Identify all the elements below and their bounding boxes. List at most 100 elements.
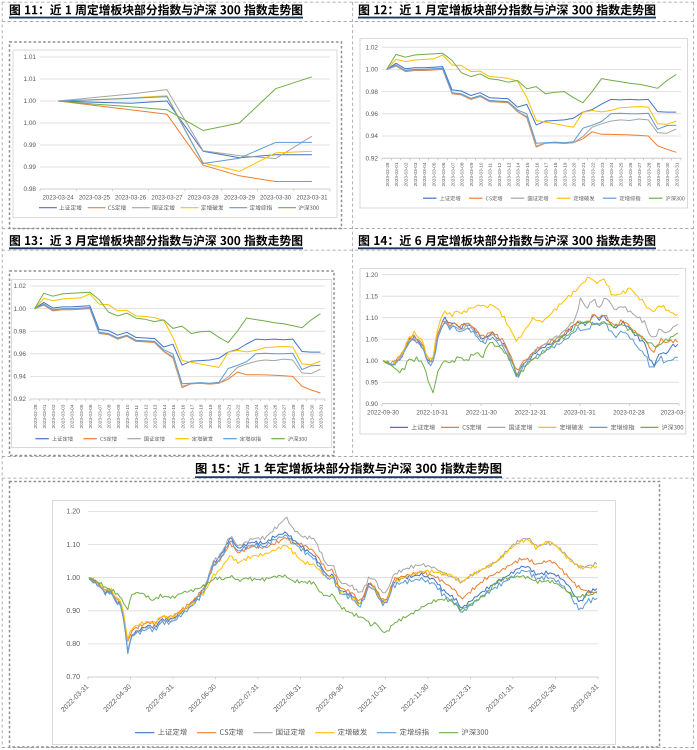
- svg-text:1.15: 1.15: [366, 293, 379, 300]
- svg-text:2023-03-28: 2023-03-28: [188, 195, 220, 202]
- svg-text:2023-03-20: 2023-03-20: [217, 404, 222, 428]
- svg-text:1.00: 1.00: [66, 575, 80, 582]
- svg-text:1.00: 1.00: [366, 67, 379, 74]
- svg-text:1.02: 1.02: [14, 283, 27, 290]
- svg-text:1.00: 1.00: [366, 358, 379, 365]
- svg-text:2023-03-05: 2023-03-05: [432, 162, 437, 186]
- svg-text:2023-03-24: 2023-03-24: [609, 162, 614, 186]
- svg-text:1.01: 1.01: [24, 54, 37, 61]
- svg-text:2023-03-22: 2023-03-22: [590, 162, 595, 186]
- svg-text:1.05: 1.05: [366, 336, 379, 343]
- svg-text:2023-03-22: 2023-03-22: [236, 404, 241, 428]
- svg-text:2023-03-31: 2023-03-31: [296, 195, 328, 202]
- svg-text:2022-11-30: 2022-11-30: [466, 410, 498, 417]
- svg-text:1.10: 1.10: [366, 315, 379, 322]
- svg-text:2023-03-29: 2023-03-29: [656, 162, 661, 186]
- svg-text:2023-03-27: 2023-03-27: [151, 195, 183, 202]
- svg-text:2023-03-24: 2023-03-24: [254, 404, 259, 428]
- svg-text:2023-03-12: 2023-03-12: [497, 162, 502, 186]
- svg-text:2023-03-27: 2023-03-27: [282, 404, 287, 428]
- svg-text:2023-03-29: 2023-03-29: [300, 404, 305, 428]
- svg-text:2023-03-03: 2023-03-03: [413, 162, 418, 186]
- svg-text:2023-03-11: 2023-03-11: [134, 404, 139, 428]
- svg-text:1.00: 1.00: [24, 98, 37, 105]
- svg-text:2023-03-08: 2023-03-08: [460, 162, 465, 186]
- svg-text:2023-03-30: 2023-03-30: [665, 162, 670, 186]
- svg-text:2023-03-11: 2023-03-11: [488, 162, 493, 186]
- svg-text:0.80: 0.80: [66, 641, 80, 648]
- svg-text:2023-03-07: 2023-03-07: [450, 162, 455, 186]
- svg-text:2023-03-04: 2023-03-04: [422, 162, 427, 186]
- svg-text:2023-02-28: 2023-02-28: [613, 410, 645, 417]
- svg-text:2023-03-04: 2023-03-04: [70, 404, 75, 428]
- svg-text:2023-03-18: 2023-03-18: [199, 404, 204, 428]
- svg-text:2022-12-31: 2022-12-31: [515, 410, 547, 417]
- svg-text:0.99: 0.99: [24, 164, 37, 171]
- svg-text:2023-03-23: 2023-03-23: [245, 404, 250, 428]
- svg-text:2023-03-09: 2023-03-09: [469, 162, 474, 186]
- svg-text:2023-02-28: 2023-02-28: [385, 162, 390, 186]
- svg-text:2023-03-13: 2023-03-13: [506, 162, 511, 186]
- svg-text:2023-03-01: 2023-03-01: [42, 404, 47, 428]
- svg-text:2023-03-10: 2023-03-10: [125, 404, 130, 428]
- svg-text:0.96: 0.96: [14, 351, 27, 358]
- svg-text:2023-02-28: 2023-02-28: [33, 404, 38, 428]
- svg-text:2023-03-26: 2023-03-26: [115, 195, 147, 202]
- svg-text:2023-03-16: 2023-03-16: [180, 404, 185, 428]
- svg-text:2023-03-19: 2023-03-19: [208, 404, 213, 428]
- svg-text:1.01: 1.01: [24, 76, 37, 83]
- svg-text:2023-03-31: 2023-03-31: [675, 162, 680, 186]
- svg-text:1.00: 1.00: [24, 120, 37, 127]
- svg-text:0.98: 0.98: [24, 186, 37, 193]
- svg-text:2023-03-28: 2023-03-28: [647, 162, 652, 186]
- svg-text:2023-03-21: 2023-03-21: [226, 404, 231, 428]
- svg-text:2022-10-31: 2022-10-31: [416, 410, 448, 417]
- svg-text:2023-03-15: 2023-03-15: [525, 162, 530, 186]
- svg-text:0.98: 0.98: [366, 89, 379, 96]
- svg-text:2023-03-13: 2023-03-13: [153, 404, 158, 428]
- svg-text:2023-03-06: 2023-03-06: [88, 404, 93, 428]
- svg-text:0.92: 0.92: [366, 155, 379, 162]
- svg-text:1.10: 1.10: [66, 542, 80, 549]
- svg-text:2023-03-30: 2023-03-30: [260, 195, 292, 202]
- svg-text:2023-03-28: 2023-03-28: [291, 404, 296, 428]
- svg-text:2023-03-21: 2023-03-21: [581, 162, 586, 186]
- svg-text:2023-03-07: 2023-03-07: [97, 404, 102, 428]
- svg-text:0.98: 0.98: [14, 328, 27, 335]
- svg-text:0.92: 0.92: [14, 396, 27, 403]
- svg-text:2023-03-14: 2023-03-14: [516, 162, 521, 186]
- svg-text:1.02: 1.02: [366, 44, 379, 51]
- svg-text:0.94: 0.94: [14, 374, 27, 381]
- svg-text:0.95: 0.95: [366, 379, 379, 386]
- svg-text:2023-03-09: 2023-03-09: [116, 404, 121, 428]
- svg-text:2023-03-02: 2023-03-02: [51, 404, 56, 428]
- svg-text:0.90: 0.90: [66, 608, 80, 615]
- svg-text:0.90: 0.90: [366, 401, 379, 408]
- svg-text:1.20: 1.20: [66, 509, 80, 516]
- svg-text:2023-03-05: 2023-03-05: [79, 404, 84, 428]
- svg-text:2023-03-30: 2023-03-30: [309, 404, 314, 428]
- svg-text:2023-03-24: 2023-03-24: [43, 195, 75, 202]
- svg-text:0.70: 0.70: [66, 674, 80, 681]
- svg-text:2022-09-30: 2022-09-30: [367, 410, 399, 417]
- svg-text:2023-03-: 2023-03-: [661, 410, 686, 417]
- svg-text:2023-03-17: 2023-03-17: [544, 162, 549, 186]
- svg-text:2023-03-02: 2023-03-02: [404, 162, 409, 186]
- svg-text:2023-03-25: 2023-03-25: [79, 195, 111, 202]
- svg-text:2023-03-23: 2023-03-23: [600, 162, 605, 186]
- svg-text:0.99: 0.99: [24, 142, 37, 149]
- svg-text:2023-03-12: 2023-03-12: [143, 404, 148, 428]
- svg-text:2023-03-27: 2023-03-27: [637, 162, 642, 186]
- svg-text:2023-03-25: 2023-03-25: [263, 404, 268, 428]
- svg-text:2023-03-25: 2023-03-25: [619, 162, 624, 186]
- svg-text:2023-03-01: 2023-03-01: [394, 162, 399, 186]
- svg-text:2023-03-29: 2023-03-29: [224, 195, 256, 202]
- svg-text:2023-03-10: 2023-03-10: [478, 162, 483, 186]
- svg-text:2023-03-26: 2023-03-26: [273, 404, 278, 428]
- svg-text:2023-03-16: 2023-03-16: [534, 162, 539, 186]
- svg-text:2023-03-18: 2023-03-18: [553, 162, 558, 186]
- svg-text:2023-03-19: 2023-03-19: [562, 162, 567, 186]
- svg-text:2023-03-08: 2023-03-08: [107, 404, 112, 428]
- svg-text:1.20: 1.20: [366, 272, 379, 279]
- svg-text:2023-03-26: 2023-03-26: [628, 162, 633, 186]
